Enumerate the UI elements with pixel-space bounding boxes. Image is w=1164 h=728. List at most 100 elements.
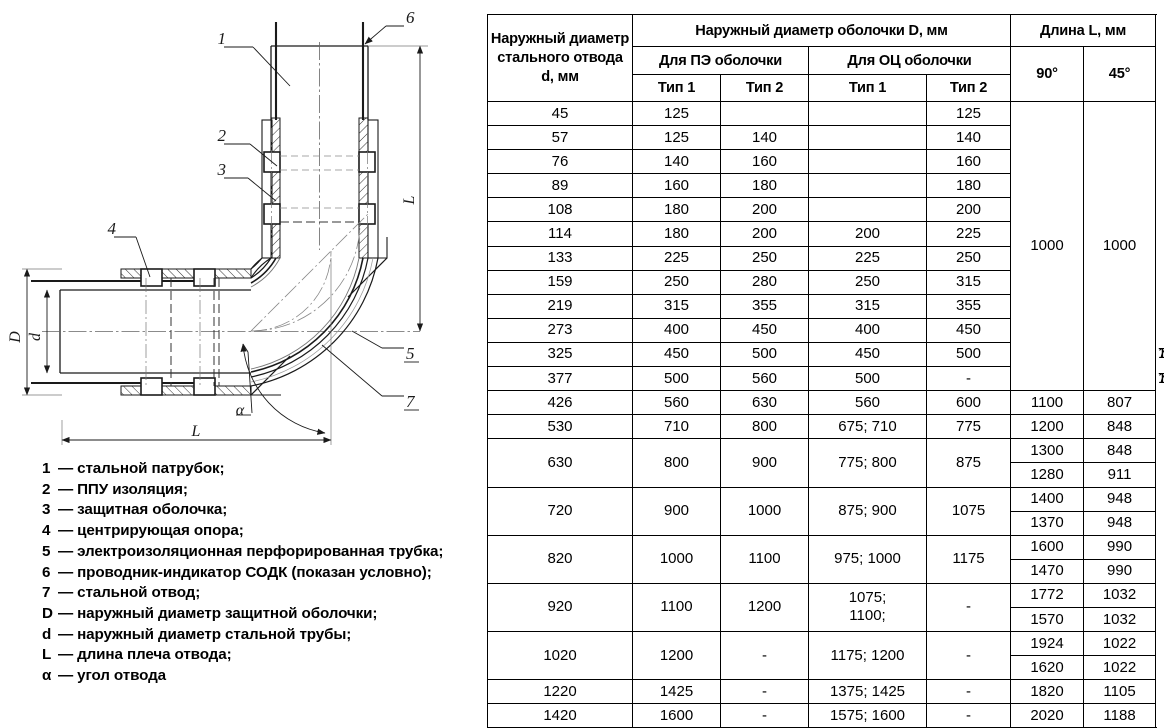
cell-oc-type1 [809,174,927,198]
dim-label-d: d [27,332,44,341]
callout-3: 3 [217,160,227,179]
cell-oc-type1: 225 [809,246,927,270]
legend-dash: — [55,646,77,663]
header-oc-type-2: Тип 2 [927,75,1011,102]
header-length-group: Длина L, мм [1011,15,1156,47]
cell-length-45: 1032 [1084,607,1156,631]
cell-steel-diameter: 57 [488,126,633,150]
callout-7: 7 [406,392,416,411]
legend-key: D [42,604,55,625]
dim-label-L-horizontal: L [191,423,201,440]
cell-oc-type1 [809,198,927,222]
cell-length-45: 1000 [1084,102,1156,391]
cell-oc-type2: 315 [927,270,1011,294]
legend-text: центрирующая опора; [77,522,244,539]
cell-pe-type1: 315 [633,294,721,318]
cell-length-45: 848 [1084,415,1156,439]
cell-length-45: 1022 [1084,656,1156,680]
cell-pe-type1: 250 [633,270,721,294]
header-angle-45: 45° [1084,47,1156,102]
cell-oc-type1 [809,150,927,174]
callout-5: 5 [406,344,415,363]
technical-drawing-panel: 1 2 3 4 5 6 7 D d L L α 1—стальной патру… [0,0,486,718]
dim-label-L-vertical: L [401,195,418,205]
legend-text: длина плеча отвода; [77,646,231,663]
legend-item: 5—электроизоляционная перфорированная тр… [42,542,482,563]
header-pe-type-2: Тип 2 [721,75,809,102]
legend-item: 4—центрирующая опора; [42,521,482,542]
cell-pe-type2: 250 [721,246,809,270]
legend-key: 1 [42,459,55,480]
callout-2: 2 [218,126,227,145]
cell-oc-type2: 200 [927,198,1011,222]
cell-oc-type2: 125 [927,102,1011,126]
cell-pe-type2: - [721,704,809,728]
cell-oc-type1: 400 [809,318,927,342]
cell-length-45: 848 [1084,439,1156,463]
cell-length-45: 1022 [1084,632,1156,656]
legend-item: L—длина плеча отвода; [42,645,482,666]
cell-pe-type2: 500 [721,342,809,366]
legend-item: 3—защитная оболочка; [42,500,482,521]
legend-text: защитная оболочка; [77,501,227,518]
cell-pe-type2: 1000 [721,487,809,535]
cell-pe-type1: 400 [633,318,721,342]
legend-text: стальной отвод; [77,584,200,601]
cell-pe-type2: 180 [721,174,809,198]
cell-pe-type2: 200 [721,222,809,246]
legend-item: 2—ППУ изоляция; [42,480,482,501]
header-oc-type-1: Тип 1 [809,75,927,102]
cell-oc-type2: 140 [927,126,1011,150]
cell-pe-type2: 200 [721,198,809,222]
horizontal-branch [31,269,420,395]
legend-text: ППУ изоляция; [77,481,188,498]
cell-pe-type2: - [721,632,809,680]
cell-oc-type2: 875 [927,439,1011,487]
legend-dash: — [55,460,77,477]
callout-4: 4 [108,219,117,238]
cell-steel-diameter: 133 [488,246,633,270]
legend-text: стальной патрубок; [77,460,224,477]
cell-pe-type2: 1200 [721,583,809,631]
cell-oc-type2: - [927,583,1011,631]
cell-pe-type1: 140 [633,150,721,174]
cell-pe-type2: 560 [721,367,809,391]
cell-oc-type1: 1575; 1600 [809,704,927,728]
dim-label-alpha: α [236,402,245,419]
cell-pe-type2 [721,102,809,126]
cell-length-90: 1924 [1011,632,1084,656]
legend-key: α [42,666,55,687]
cell-oc-type2: - [927,632,1011,680]
legend-key: L [42,645,55,666]
cell-steel-diameter: 377 [488,367,633,391]
cell-pe-type1: 125 [633,102,721,126]
legend-item: d—наружный диаметр стальной трубы; [42,625,482,646]
cell-length-90: 1370 [1011,511,1084,535]
legend-dash: — [55,584,77,601]
callout-1: 1 [218,29,227,48]
header-steel-elbow-diameter: Наружный диаметр стального отвода d, мм [488,15,633,102]
cell-oc-type2: 1075 [927,487,1011,535]
cell-pe-type1: 500 [633,367,721,391]
cell-length-45: 911 [1084,463,1156,487]
cell-oc-type2: 450 [927,318,1011,342]
cell-oc-type1: 200 [809,222,927,246]
cell-steel-diameter: 630 [488,439,633,487]
table-head: Наружный диаметр стального отвода d, мм … [488,15,1156,102]
legend-key: 6 [42,563,55,584]
cell-steel-diameter: 1420 [488,704,633,728]
cell-pe-type1: 800 [633,439,721,487]
cell-oc-type2: 775 [927,415,1011,439]
cell-pe-type2: 450 [721,318,809,342]
legend-text: наружный диаметр стальной трубы; [77,626,351,643]
cell-length-90: 1600 [1011,535,1084,559]
elbow-dimension-table: Наружный диаметр стального отвода d, мм … [487,14,1156,728]
dim-label-D: D [7,331,24,344]
cell-pe-type1: 900 [633,487,721,535]
cell-steel-diameter: 76 [488,150,633,174]
cell-oc-type1: 315 [809,294,927,318]
